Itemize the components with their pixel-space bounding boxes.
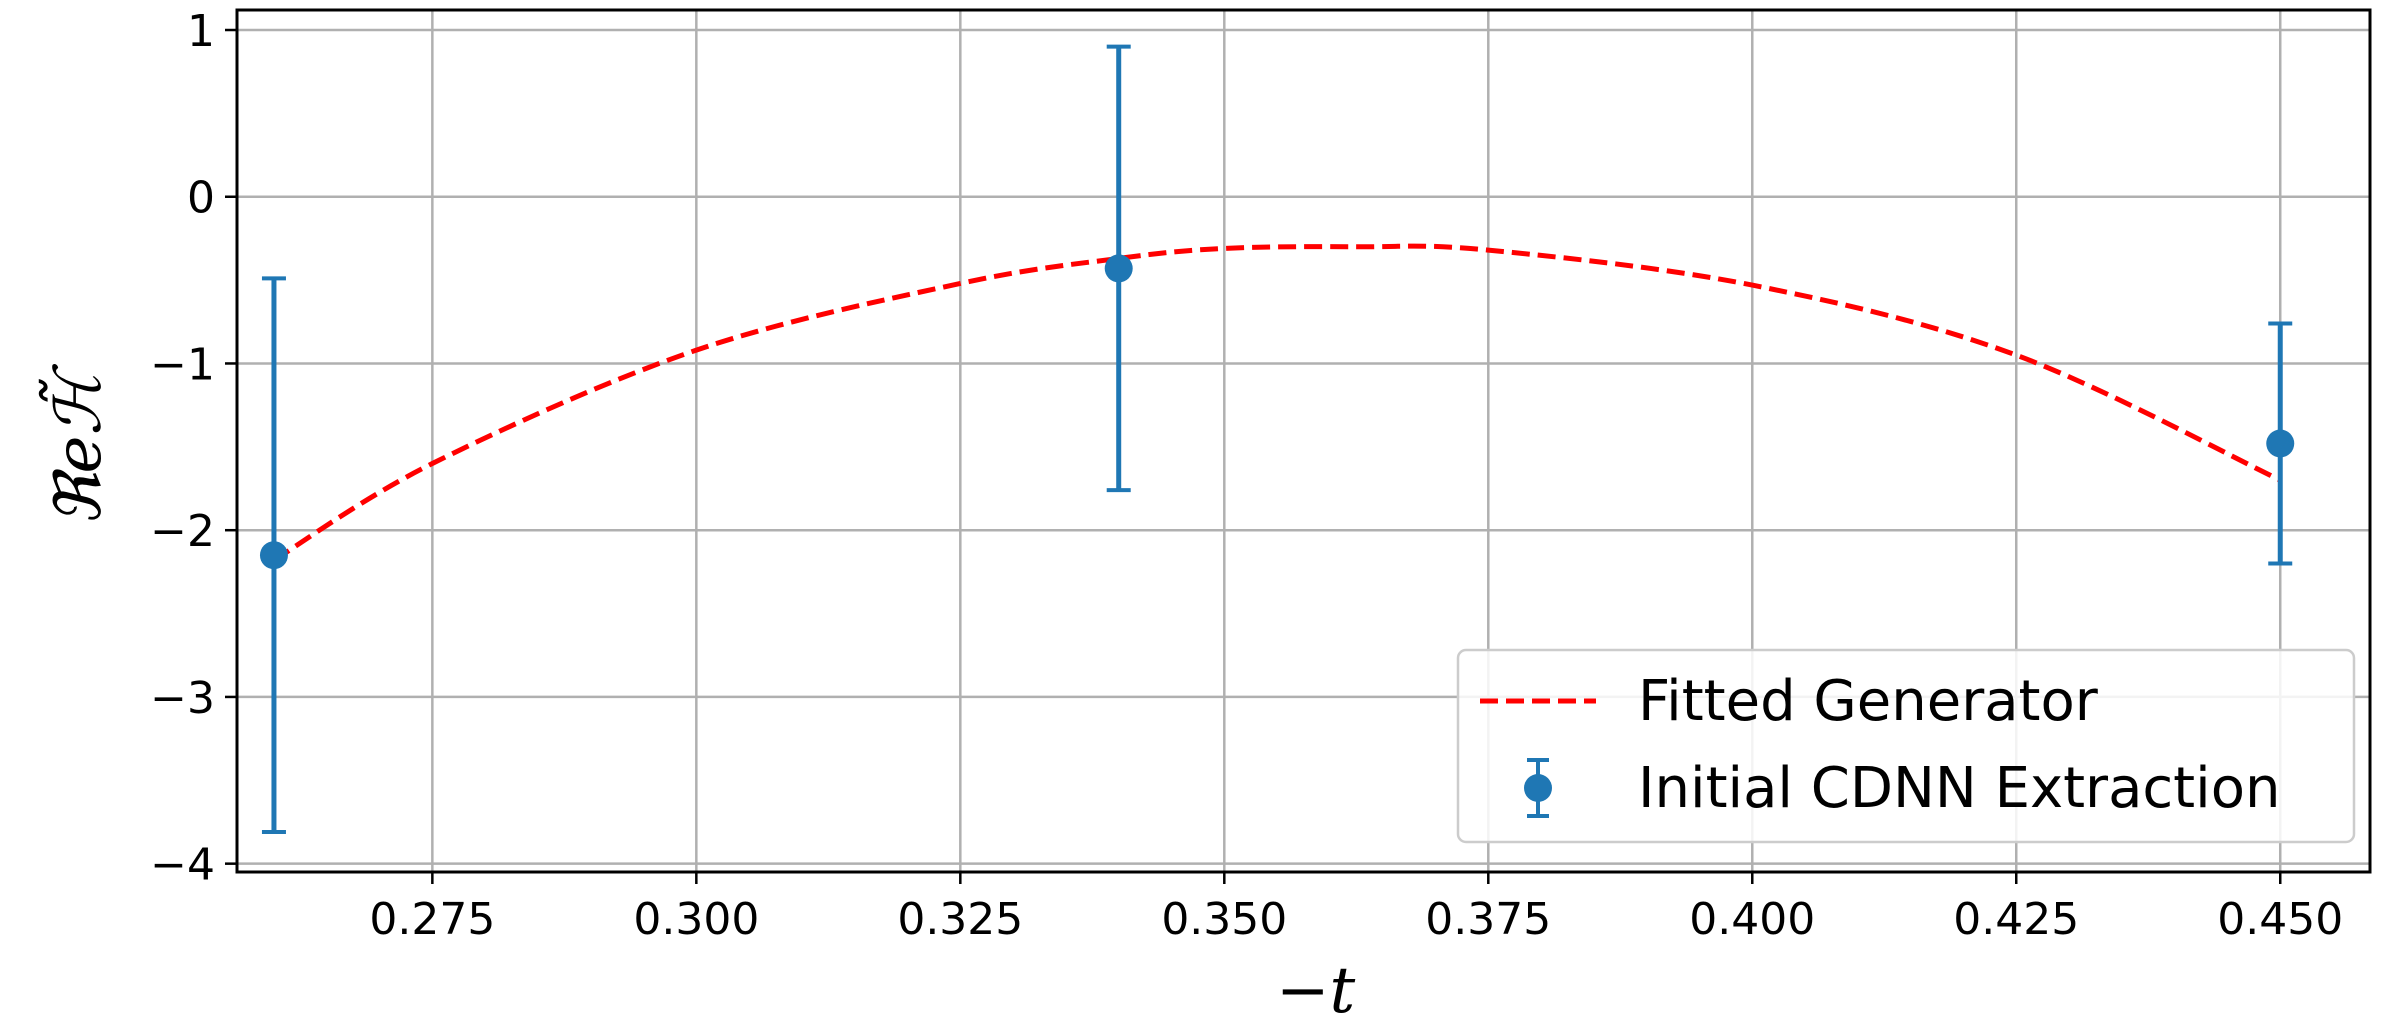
x-tick-label: 0.375 <box>1425 894 1551 945</box>
error-bar <box>259 276 288 834</box>
data-point <box>259 541 288 570</box>
error-bar <box>1104 44 1133 493</box>
x-tick-label: 0.400 <box>1689 894 1815 945</box>
legend-marker <box>1524 774 1552 802</box>
x-tick-label: 0.350 <box>1161 894 1287 945</box>
series-layer <box>259 44 2295 834</box>
fitted-generator-line <box>272 243 2282 563</box>
data-point <box>2266 429 2295 458</box>
legend-entry-cdnn-extraction: Initial CDNN Extraction <box>1524 756 2280 821</box>
legend-entry-fitted-generator: Fitted Generator <box>1480 669 2099 734</box>
y-tick-label: −1 <box>150 339 215 390</box>
legend-box <box>1456 648 2356 844</box>
y-tick-label: 1 <box>187 6 215 57</box>
y-tick-label: 0 <box>187 173 215 224</box>
data-point <box>1104 254 1133 283</box>
x-tick-label: 0.450 <box>2217 894 2343 945</box>
x-axis-label: −t <box>1276 954 1356 1028</box>
y-tick-label: −3 <box>150 673 215 724</box>
x-tick-label: 0.300 <box>633 894 759 945</box>
y-tick-label: −2 <box>150 506 215 557</box>
plot-frame <box>235 8 2372 874</box>
legend-label: Fitted Generator <box>1638 669 2099 734</box>
x-tick-label: 0.275 <box>369 894 495 945</box>
legend-label: Initial CDNN Extraction <box>1638 756 2280 821</box>
error-bar <box>2266 321 2295 566</box>
y-tick-label: −4 <box>150 840 215 891</box>
ticks: 0.275 0.300 0.325 0.350 0.375 0.400 0.425 0.450… <box>150 6 2343 945</box>
x-tick-label: 0.325 <box>897 894 1023 945</box>
x-tick-label: 0.425 <box>1953 894 2079 945</box>
y-axis-label: ℜeℋ̃ <box>38 364 116 526</box>
legend: Fitted Generator Initial CDNN Extraction <box>1456 648 2356 844</box>
